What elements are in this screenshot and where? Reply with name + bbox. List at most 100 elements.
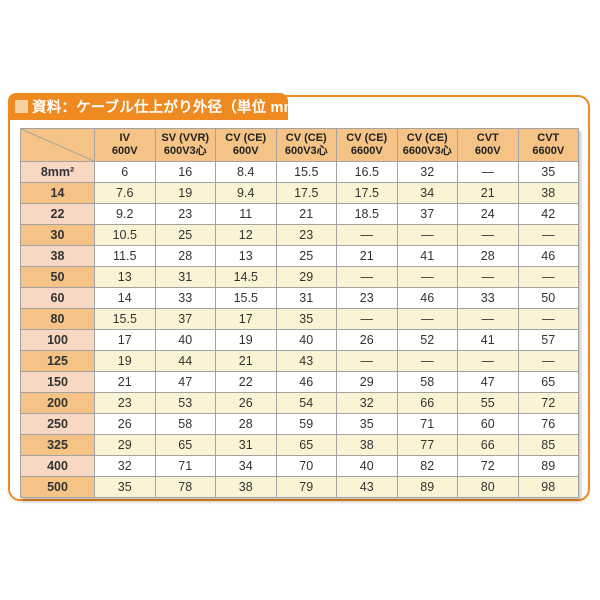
- row-header-size: 22: [20, 203, 95, 225]
- panel-title-bar: 資料：ケーブル仕上がり外径（単位 mm）: [8, 93, 311, 120]
- column-header: CVT 600V: [457, 128, 519, 162]
- table-cell: 98: [517, 476, 579, 498]
- table-cell: —: [336, 308, 398, 330]
- table-cell: 9.4: [215, 182, 277, 204]
- table-cell: 52: [396, 329, 458, 351]
- column-header: CV (CE) 600V: [215, 128, 277, 162]
- table-cell: 16.5: [336, 161, 398, 183]
- table-cell: 59: [275, 413, 337, 435]
- row-header-size: 38: [20, 245, 95, 267]
- table-row: 400 32 71 34 70 40 82 72 89: [20, 455, 579, 477]
- table-cell: —: [517, 266, 579, 288]
- table-cell: 31: [275, 287, 337, 309]
- table-cell: —: [457, 161, 519, 183]
- row-header-size: 8mm²: [20, 161, 95, 183]
- panel-title-label: 資料：ケーブル仕上がり外径（単位 mm）: [32, 100, 312, 116]
- table-cell: 65: [154, 434, 216, 456]
- row-header-size: 400: [20, 455, 95, 477]
- table-cell: 22: [215, 371, 277, 393]
- table-cell: 41: [457, 329, 519, 351]
- column-header-line1: CVT: [537, 132, 560, 144]
- table-row: 250 26 58 28 59 35 71 60 76: [20, 413, 579, 435]
- table-cell: 70: [275, 455, 337, 477]
- table-cell: 26: [94, 413, 156, 435]
- table-cell: 41: [396, 245, 458, 267]
- column-header: CV (CE) 6600V3心: [396, 128, 458, 162]
- table-cell: 35: [275, 308, 337, 330]
- table-cell: —: [396, 224, 458, 246]
- table-cell: 85: [517, 434, 579, 456]
- table-cell: 54: [275, 392, 337, 414]
- table-cell: 55: [457, 392, 519, 414]
- table-cell: —: [396, 266, 458, 288]
- table-cell: 80: [457, 476, 519, 498]
- table-cell: 34: [215, 455, 277, 477]
- table-row: 50 13 31 14.5 29— — — —: [20, 266, 579, 288]
- table-cell: 17.5: [336, 182, 398, 204]
- table-cell: 50: [517, 287, 579, 309]
- table-cell: 28: [215, 413, 277, 435]
- table-cell: —: [336, 350, 398, 372]
- table-cell: 25: [275, 245, 337, 267]
- table-row: 325 29 65 31 65 38 77 66 85: [20, 434, 579, 456]
- row-header-size: 500: [20, 476, 95, 498]
- table-row: 14 7.6 19 9.4 17.5 17.5 34 21 38: [20, 182, 579, 204]
- table-cell: 79: [275, 476, 337, 498]
- column-header: CVT 6600V: [517, 128, 579, 162]
- table-cell: 28: [457, 245, 519, 267]
- table-cell: 58: [154, 413, 216, 435]
- cable-diameter-table-wrap: IV 600V SV (VVR) 600V3心 CV (CE) 600V CV (CE) 60…: [20, 128, 579, 498]
- table-cell: 10.5: [94, 224, 156, 246]
- table-cell: 82: [396, 455, 458, 477]
- row-header-size: 150: [20, 371, 95, 393]
- table-cell: —: [396, 350, 458, 372]
- table-cell: 23: [336, 287, 398, 309]
- table-cell: 16: [154, 161, 216, 183]
- table-cell: 21: [94, 371, 156, 393]
- table-cell: 35: [517, 161, 579, 183]
- table-cell: 66: [396, 392, 458, 414]
- table-cell: 43: [275, 350, 337, 372]
- table-cell: 46: [275, 371, 337, 393]
- table-cell: 40: [154, 329, 216, 351]
- row-header-size: 50: [20, 266, 95, 288]
- column-header-line2: 600V3心: [284, 145, 328, 157]
- table-cell: 23: [94, 392, 156, 414]
- table-cell: 23: [154, 203, 216, 225]
- column-header-line1: CV (CE): [285, 132, 327, 144]
- table-cell: 17.5: [275, 182, 337, 204]
- table-row: 125 19 44 21 43— — — —: [20, 350, 579, 372]
- row-header-size: 100: [20, 329, 95, 351]
- table-cell: —: [457, 308, 519, 330]
- table-cell: 7.6: [94, 182, 156, 204]
- table-cell: 29: [336, 371, 398, 393]
- header-row: IV 600V SV (VVR) 600V3心 CV (CE) 600V CV (CE) 60…: [20, 128, 579, 162]
- table-cell: 18.5: [336, 203, 398, 225]
- table-cell: 89: [396, 476, 458, 498]
- table-cell: 47: [154, 371, 216, 393]
- table-cell: 31: [154, 266, 216, 288]
- row-header-size: 30: [20, 224, 95, 246]
- table-cell: 71: [396, 413, 458, 435]
- table-cell: 25: [154, 224, 216, 246]
- row-header-size: 200: [20, 392, 95, 414]
- table-cell: 76: [517, 413, 579, 435]
- table-cell: 23: [275, 224, 337, 246]
- row-header-size: 250: [20, 413, 95, 435]
- table-cell: 15.5: [275, 161, 337, 183]
- table-cell: 44: [154, 350, 216, 372]
- table-cell: 46: [517, 245, 579, 267]
- table-cell: —: [457, 266, 519, 288]
- table-cell: —: [396, 308, 458, 330]
- table-cell: 29: [94, 434, 156, 456]
- table-row: 80 15.5 37 17 35— — — —: [20, 308, 579, 330]
- table-cell: 37: [396, 203, 458, 225]
- table-cell: 37: [154, 308, 216, 330]
- table-cell: 77: [396, 434, 458, 456]
- cable-diameter-table: IV 600V SV (VVR) 600V3心 CV (CE) 600V CV (CE) 60…: [20, 128, 579, 498]
- column-header-line1: CV (CE): [225, 132, 267, 144]
- table-cell: 35: [94, 476, 156, 498]
- table-cell: 78: [154, 476, 216, 498]
- table-cell: 65: [275, 434, 337, 456]
- table-cell: 21: [275, 203, 337, 225]
